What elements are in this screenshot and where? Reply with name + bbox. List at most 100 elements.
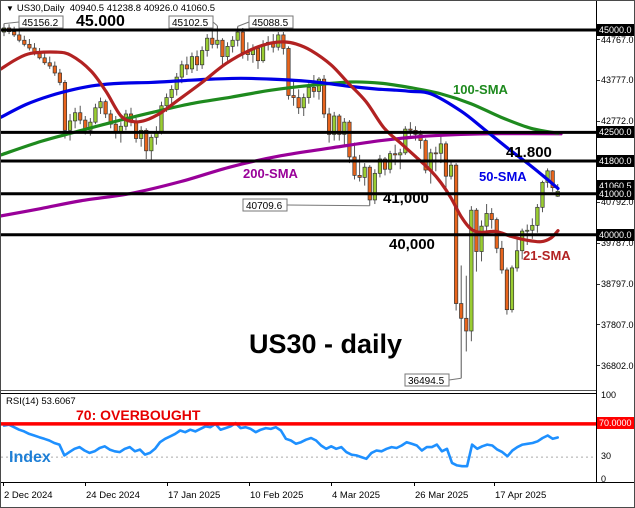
candle-body xyxy=(306,86,311,98)
candle-body xyxy=(184,64,189,70)
candle-body xyxy=(17,34,22,41)
candle-body xyxy=(200,50,205,66)
annotation-level-41800: 41.800 xyxy=(506,144,552,161)
annotation-level-45000: 45.000 xyxy=(76,13,125,30)
price-chart-canvas[interactable]: 45156.2 45102.5 45088.5 40709.6 36494.5 xyxy=(1,1,596,391)
candle-body xyxy=(459,303,464,319)
sma50-line xyxy=(1,76,560,191)
candle-body xyxy=(352,156,357,176)
callout-text: 45102.5 xyxy=(172,18,209,29)
quote-low: 40926.0 xyxy=(143,3,179,14)
price-level-badge: 45000.0 xyxy=(597,24,634,36)
rsi-level-badge: 70.0000 xyxy=(597,417,634,429)
candle-body xyxy=(515,250,520,269)
date-tick-mark xyxy=(249,483,250,486)
date-tick-mark xyxy=(494,483,495,486)
callout-box[interactable] xyxy=(242,198,288,212)
rsi-canvas[interactable] xyxy=(1,394,596,483)
candle-body xyxy=(489,213,494,220)
candle-body xyxy=(134,121,139,139)
candle-body xyxy=(377,158,382,174)
price-tick-label: 44767.0 xyxy=(601,34,634,45)
quote-close: 41060.5 xyxy=(180,3,216,14)
candle-body xyxy=(448,164,454,177)
candle-body xyxy=(464,317,469,332)
candle-body xyxy=(362,166,367,178)
callout-line xyxy=(212,21,218,27)
axis-tick-mark xyxy=(597,242,600,244)
candle-body xyxy=(301,97,306,109)
time-axis[interactable]: 2 Dec 2024 24 Dec 2024 17 Jan 2025 10 Feb 2… xyxy=(1,482,634,507)
candle-body xyxy=(78,112,83,121)
date-tick-mark xyxy=(3,483,4,486)
date-tick-mark xyxy=(414,483,415,486)
candle-body xyxy=(530,224,535,231)
axis-tick-mark xyxy=(597,120,600,122)
callout-box[interactable] xyxy=(404,373,450,387)
annotation-level-40000: 40,000 xyxy=(389,236,435,253)
annotation-chart-title: US30 - daily xyxy=(249,329,403,359)
callout-box[interactable] xyxy=(168,15,214,29)
rsi-tick-label: 0 xyxy=(601,474,607,484)
price-tick-label: 42772.0 xyxy=(601,116,634,127)
candle-body xyxy=(73,112,78,122)
callout-text: 45088.5 xyxy=(252,18,289,29)
candle-body xyxy=(367,166,372,201)
rsi-tick-label: 100 xyxy=(601,390,617,400)
callout-line xyxy=(3,21,20,25)
candle-body xyxy=(144,129,149,152)
callout-line xyxy=(286,204,370,207)
chevron-down-icon[interactable]: ▼ xyxy=(6,4,14,13)
candle-body xyxy=(382,158,388,170)
price-level-badge: 41800.0 xyxy=(597,155,634,168)
callout-box[interactable] xyxy=(248,15,294,29)
rsi-panel[interactable]: RSI(14) 53.6067 70: OVERBOUGHT Index xyxy=(1,393,596,482)
candle-body xyxy=(149,136,154,152)
axis-tick-mark xyxy=(597,283,600,285)
candle-body xyxy=(174,76,179,90)
candle-body xyxy=(327,113,332,135)
annotation-sma21-label: 21-SMA xyxy=(523,248,571,263)
annotation-sma50-label: 50-SMA xyxy=(479,169,527,184)
price-chart-panel[interactable]: 45156.2 45102.5 45088.5 40709.6 36494.5 ▼ US3… xyxy=(1,1,596,391)
date-label: 4 Mar 2025 xyxy=(332,490,381,501)
candle-body xyxy=(332,115,337,135)
candle-body xyxy=(504,269,509,311)
date-label: 24 Dec 2024 xyxy=(86,490,140,501)
candle-body xyxy=(220,39,225,57)
price-axis[interactable]: 44767.0 43777.0 42772.0 40792.0 39787.0 38797… xyxy=(596,1,634,484)
overbought-annotation: 70: OVERBOUGHT xyxy=(76,407,201,423)
price-level-badge: 40000.0 xyxy=(597,228,634,241)
date-label: 2 Dec 2024 xyxy=(4,490,53,501)
candle-body xyxy=(342,121,347,135)
candle-body xyxy=(509,267,515,311)
date-tick-mark xyxy=(85,483,86,486)
candle-body xyxy=(311,86,316,92)
date-label: 17 Apr 2025 xyxy=(495,490,547,501)
candle-body xyxy=(423,140,428,171)
axis-tick-mark xyxy=(597,201,600,203)
price-tick-label: 36802.0 xyxy=(601,360,634,371)
candle-body xyxy=(550,170,555,189)
candle-body xyxy=(194,56,200,66)
price-level-badge: 42500.0 xyxy=(597,126,634,139)
candle-body xyxy=(67,120,73,131)
candle-body xyxy=(169,89,174,98)
candle-body xyxy=(179,64,184,78)
axis-tick-mark xyxy=(597,39,600,41)
callout-box[interactable] xyxy=(18,15,64,29)
candle-body xyxy=(479,225,484,252)
candle-body xyxy=(525,229,530,232)
candle-body xyxy=(37,53,42,59)
price-tick-label: 37807.0 xyxy=(601,319,634,330)
candle-body xyxy=(372,172,377,201)
candle-body xyxy=(62,82,68,131)
sma200-line xyxy=(1,131,563,218)
price-level-badge: 41000.0 xyxy=(597,187,634,200)
candle-body xyxy=(139,129,144,139)
annotation-sma200-label: 200-SMA xyxy=(243,166,298,181)
candle-body xyxy=(403,128,408,154)
price-tick-label: 43777.0 xyxy=(601,75,634,86)
candle-body xyxy=(255,48,261,62)
